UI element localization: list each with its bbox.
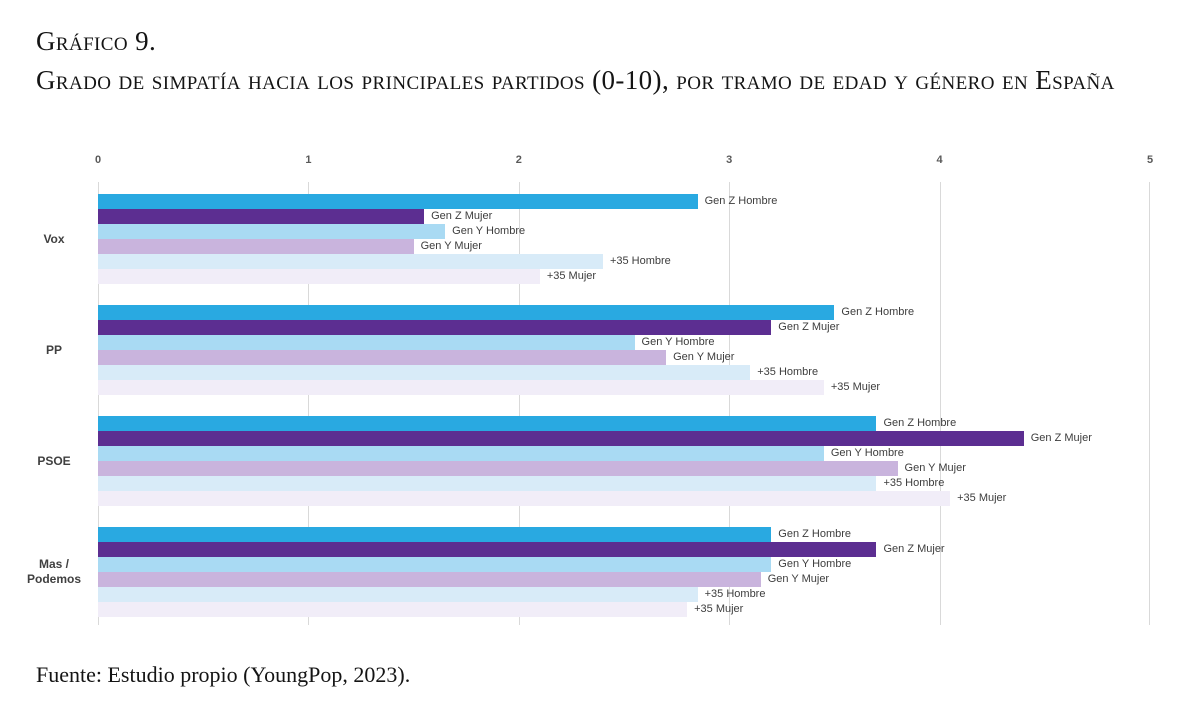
category-label: Mas / Podemos [26, 557, 81, 586]
bar-group-pp: PP Gen Z Hombre Gen Z Mujer Gen Y Hombre Gen… [46, 305, 1150, 395]
bar-row: +35 Hombre [98, 587, 1150, 602]
bar-gen-y-mujer [98, 461, 898, 476]
bar-series-label: Gen Z Mujer [883, 543, 945, 555]
source-note: Fuente: Estudio propio (YoungPop, 2023). [36, 662, 411, 687]
bar-row: Gen Z Hombre [98, 194, 1150, 209]
bar-gen-y-mujer [98, 572, 761, 587]
bar--35-mujer [98, 602, 688, 617]
bar-gen-z-hombre [98, 194, 698, 209]
x-tick-label: 4 [936, 154, 943, 166]
bar-series-label: +35 Hombre [757, 366, 819, 378]
bar-series-label: +35 Mujer [957, 492, 1007, 504]
x-tick-label: 5 [1146, 154, 1154, 166]
bar-gen-y-mujer [98, 350, 667, 365]
page-title: Gráfico 9. Grado de simpatía hacia los p… [36, 22, 1168, 100]
x-tick-label: 1 [305, 154, 312, 166]
bar-series-label: Gen Y Mujer [904, 462, 966, 474]
bar-row: Gen Z Mujer [98, 542, 1150, 557]
bar-row: Gen Y Mujer [98, 461, 1150, 476]
bar-series-label: Gen Z Hombre [841, 306, 915, 318]
bar-row: Gen Z Hombre [98, 305, 1150, 320]
bar-series-label: +35 Hombre [704, 588, 766, 600]
bar-gen-y-mujer [98, 239, 414, 254]
bar-series-label: Gen Z Hombre [883, 417, 957, 429]
bar-row: Gen Z Mujer [98, 431, 1150, 446]
bar-row: Gen Y Hombre [98, 335, 1150, 350]
category-label: Vox [43, 231, 65, 246]
bar-gen-z-mujer [98, 320, 772, 335]
bar-series-label: Gen Y Hombre [641, 336, 715, 348]
bar-series-label: +35 Mujer [546, 270, 597, 282]
bar-row: Gen Y Hombre [98, 446, 1150, 461]
bar-gen-z-mujer [98, 209, 425, 224]
bar-row: Gen Y Mujer [98, 239, 1150, 254]
bar--35-mujer [98, 269, 540, 284]
bar--35-hombre [98, 365, 751, 380]
bar-series-label: Gen Y Mujer [673, 351, 735, 363]
gridline [518, 182, 520, 625]
bar--35-mujer [98, 380, 824, 395]
bar-series-label: +35 Mujer [694, 603, 744, 615]
plot-area: Vox Gen Z Hombre Gen Z Mujer Gen Y Hombre Ge… [27, 182, 1150, 625]
bar-row: Gen Z Mujer [98, 209, 1150, 224]
bar-row: +35 Mujer [98, 380, 1150, 395]
bar-series-label: +35 Hombre [883, 477, 945, 489]
gridline [1149, 182, 1150, 625]
bar-series-label: Gen Y Mujer [420, 240, 482, 252]
bar-row: +35 Hombre [98, 476, 1150, 491]
bar-group-vox: Vox Gen Z Hombre Gen Z Mujer Gen Y Hombre Ge… [43, 194, 1150, 284]
bar-group-mas-podemos: Mas / Podemos Gen Z Hombre Gen Z Mujer Gen … [27, 527, 1150, 617]
bar-gen-z-mujer [98, 542, 877, 557]
bar-row: +35 Mujer [98, 602, 1150, 617]
bar-series-label: +35 Hombre [609, 255, 671, 267]
x-tick-label: 2 [515, 154, 522, 166]
bar-gen-z-hombre [98, 416, 877, 431]
bar-row: Gen Y Hombre [98, 224, 1150, 239]
bar-series-label: Gen Z Mujer [431, 210, 493, 222]
bar-series-label: Gen Z Hombre [704, 195, 778, 207]
bar-row: Gen Z Hombre [98, 527, 1150, 542]
bar-gen-y-hombre [98, 224, 446, 239]
chart-number: Gráfico 9. [36, 26, 157, 56]
category-label: PSOE [37, 453, 71, 468]
bar-series-label: Gen Y Hombre [778, 558, 852, 570]
bar-series-label: Gen Y Mujer [767, 573, 830, 585]
gridline [939, 182, 941, 625]
bar-gen-y-hombre [98, 557, 772, 572]
bar-gen-z-hombre [98, 527, 772, 542]
bar-gen-z-mujer [98, 431, 1024, 446]
bar-row: Gen Z Mujer [98, 320, 1150, 335]
bar--35-hombre [98, 476, 877, 491]
bar-row: Gen Y Hombre [98, 557, 1150, 572]
bar--35-hombre [98, 254, 603, 269]
category-label: PP [45, 342, 62, 357]
bar--35-hombre [98, 587, 698, 602]
bar-row: +35 Hombre [98, 254, 1150, 269]
bar-gen-y-hombre [98, 446, 824, 461]
x-tick-label: 0 [94, 154, 102, 166]
x-tick-label: 3 [726, 154, 733, 166]
bar-gen-y-hombre [98, 335, 635, 350]
bar-series-label: Gen Z Hombre [778, 528, 852, 540]
bar-group-psoe: PSOE Gen Z Hombre Gen Z Mujer Gen Y Hombre G… [37, 416, 1150, 506]
gridline [98, 182, 99, 625]
bar-row: +35 Mujer [98, 269, 1150, 284]
bar-series-label: Gen Z Mujer [778, 321, 840, 333]
gridline [729, 182, 731, 625]
bar-series-label: Gen Z Mujer [1030, 432, 1092, 444]
bar--35-mujer [98, 491, 951, 506]
chart-subtitle: Grado de simpatía hacia los principales … [36, 65, 1115, 95]
bar-gen-z-hombre [98, 305, 835, 320]
bar-series-label: Gen Y Hombre [452, 225, 526, 237]
bar-row: +35 Mujer [98, 491, 1150, 506]
bar-row: Gen Y Mujer [98, 350, 1150, 365]
bar-row: Gen Y Mujer [98, 572, 1150, 587]
gridline [308, 182, 310, 625]
bar-series-label: Gen Y Hombre [830, 447, 904, 459]
bar-series-label: +35 Mujer [830, 381, 881, 393]
bar-row: +35 Hombre [98, 365, 1150, 380]
bar-row: Gen Z Hombre [98, 416, 1150, 431]
